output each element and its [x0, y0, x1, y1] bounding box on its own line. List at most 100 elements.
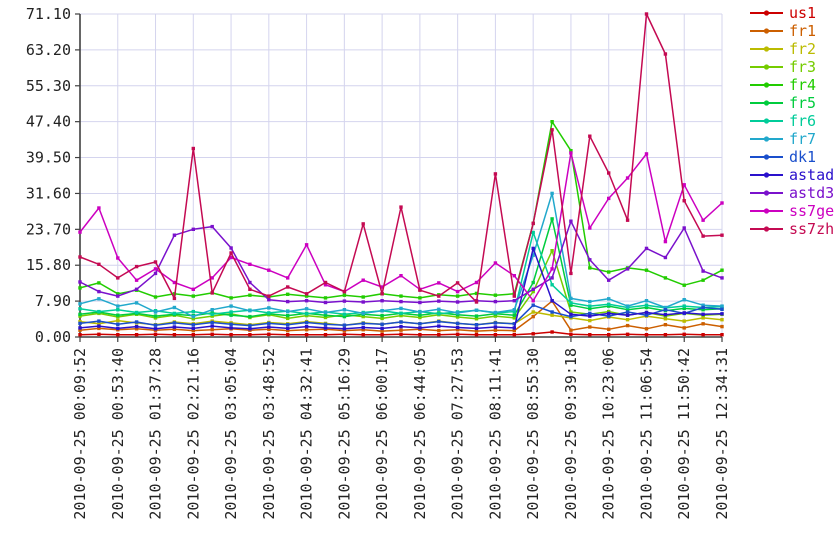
data-point-us1: [116, 333, 120, 337]
data-point-fr5: [153, 314, 158, 318]
data-point-astad: [172, 325, 177, 329]
data-point-dk1: [531, 303, 535, 307]
data-point-fr5: [644, 305, 649, 310]
data-point-fr7: [720, 304, 724, 308]
data-point-fr1: [78, 328, 82, 332]
data-point-ss7zh: [607, 171, 611, 175]
data-point-dk1: [512, 322, 516, 326]
legend-label: astad: [789, 166, 834, 184]
data-point-astad: [607, 311, 611, 316]
data-point-fr4: [153, 295, 158, 299]
legend-label: fr5: [789, 94, 816, 112]
y-tick-label: 0.00: [35, 328, 71, 346]
legend-item-fr6: fr6: [750, 112, 816, 130]
data-point-dk1: [588, 311, 592, 316]
x-tick-label: 2010-09-25 04:32:41: [298, 348, 316, 520]
data-point-astd3: [512, 299, 516, 303]
legend-label: dk1: [789, 148, 816, 166]
legend-item-fr7: fr7: [750, 130, 816, 148]
data-point-fr1: [304, 328, 309, 332]
data-point-fr7: [588, 299, 592, 304]
data-point-ss7ge: [361, 278, 365, 282]
legend-label: fr6: [789, 112, 816, 130]
data-point-astd3: [134, 287, 139, 291]
data-point-astad: [380, 326, 384, 331]
legend-swatch-dot-icon: [763, 172, 770, 178]
data-point-fr1: [625, 323, 630, 328]
data-point-ss7zh: [550, 128, 554, 132]
data-point-ss7zh: [153, 260, 158, 264]
data-point-astd3: [342, 299, 347, 303]
data-point-fr1: [531, 314, 535, 319]
legend-swatch-dot-icon: [763, 118, 770, 124]
data-point-ss7zh: [531, 221, 535, 226]
data-point-ss7ge: [588, 226, 592, 230]
data-point-astad: [97, 324, 101, 328]
data-point-dk1: [172, 321, 177, 325]
legend-item-fr4: fr4: [750, 76, 816, 94]
y-tick-label: 23.70: [26, 220, 71, 238]
data-point-fr6: [267, 311, 271, 315]
data-point-fr5: [682, 306, 686, 311]
data-point-ss7zh: [210, 291, 214, 295]
data-point-fr2: [720, 318, 724, 322]
legend-swatch-dot-icon: [763, 64, 770, 70]
data-point-ss7ge: [210, 276, 214, 280]
data-point-astad: [550, 299, 554, 303]
data-point-fr7: [493, 310, 498, 315]
data-point-us1: [229, 333, 233, 337]
legend-item-astd3: astd3: [750, 184, 834, 202]
x-tick-label: 2010-09-25 05:16:29: [335, 348, 353, 520]
data-point-fr1: [569, 328, 573, 332]
data-point-ss7zh: [437, 294, 441, 298]
data-point-ss7zh: [380, 292, 384, 296]
data-point-ss7ge: [78, 230, 82, 234]
data-point-fr6: [437, 312, 441, 316]
data-point-fr1: [455, 328, 460, 332]
series-line-fr7: [79, 192, 723, 318]
data-point-ss7zh: [172, 296, 177, 301]
data-point-us1: [531, 332, 535, 336]
data-point-us1: [418, 333, 422, 337]
data-point-fr4: [474, 291, 479, 296]
data-point-fr3: [531, 289, 535, 294]
data-point-fr7: [644, 299, 649, 303]
data-point-us1: [210, 332, 214, 336]
x-tick-label: 2010-09-25 12:34:31: [713, 348, 731, 520]
data-point-dk1: [455, 321, 460, 326]
data-point-ss7zh: [248, 287, 252, 291]
y-tick-label: 47.40: [26, 113, 71, 131]
data-point-astad: [455, 325, 460, 330]
data-point-ss7ge: [267, 268, 271, 272]
data-point-dk1: [323, 322, 328, 326]
legend-item-fr2: fr2: [750, 40, 816, 58]
data-point-dk1: [210, 320, 214, 325]
data-point-fr3: [455, 315, 460, 319]
data-point-ss7ge: [512, 274, 516, 278]
data-point-us1: [474, 333, 479, 337]
data-point-ss7ge: [153, 267, 158, 271]
data-point-astd3: [116, 294, 120, 298]
data-point-astad: [625, 313, 630, 317]
legend-label: fr7: [789, 130, 816, 148]
data-point-ss7zh: [304, 292, 309, 296]
data-point-astd3: [380, 299, 384, 303]
data-point-fr4: [191, 294, 195, 298]
data-point-fr4: [418, 296, 422, 300]
data-point-fr1: [701, 322, 705, 326]
data-point-fr4: [97, 281, 101, 285]
data-point-fr5: [229, 313, 233, 317]
data-point-ss7ge: [550, 267, 554, 271]
data-point-fr3: [361, 314, 365, 319]
data-point-fr4: [663, 276, 668, 280]
data-point-fr6: [569, 301, 573, 305]
data-point-fr3: [78, 314, 82, 318]
data-point-fr4: [342, 293, 347, 297]
x-tick-label: 2010-09-25 03:48:52: [260, 348, 278, 520]
legend-label: astd3: [789, 184, 834, 202]
data-point-ss7ge: [474, 280, 479, 285]
data-point-fr5: [569, 303, 573, 307]
data-point-astd3: [550, 276, 554, 280]
data-point-fr5: [474, 314, 479, 318]
